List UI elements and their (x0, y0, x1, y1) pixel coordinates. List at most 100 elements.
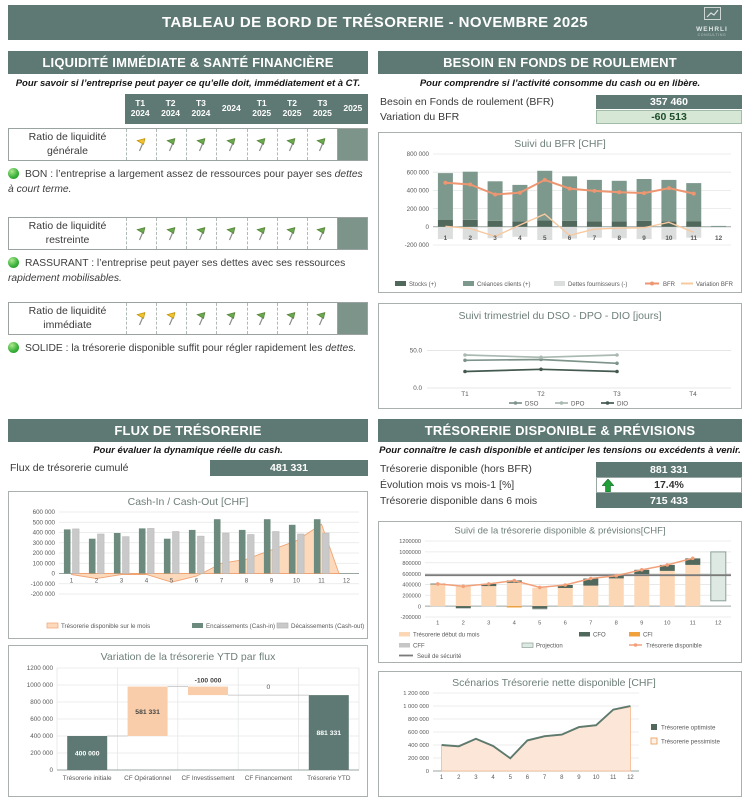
svg-text:Dettes fournisseurs (-): Dettes fournisseurs (-) (568, 282, 627, 288)
svg-text:400 000: 400 000 (33, 530, 56, 537)
svg-text:Trésorerie YTD: Trésorerie YTD (307, 775, 351, 782)
green-flag-icon (256, 138, 266, 152)
column-header: T3 2024 (191, 98, 211, 118)
evolution-value: 17.4% (654, 479, 684, 491)
status-text-solide: SOLIDE : la trésorerie disponible suffit… (8, 341, 370, 356)
section-title: FLUX DE TRÉSORERIE (114, 423, 262, 438)
svg-text:600 000: 600 000 (30, 716, 53, 723)
bfr-kpi-label: Besoin en Fonds de roulement (BFR) (380, 96, 554, 108)
svg-text:600 000: 600 000 (407, 169, 430, 176)
ratio-label: Ratio de liquidité immédiate (28, 305, 107, 331)
svg-text:3: 3 (120, 578, 124, 585)
svg-text:800 000: 800 000 (407, 151, 430, 158)
svg-text:9: 9 (642, 235, 646, 242)
section-title: LIQUIDITÉ IMMÉDIATE & SANTÉ FINANCIÈRE (42, 55, 334, 70)
treso-dispo-label: Trésorerie disponible (hors BFR) (380, 463, 532, 475)
svg-text:400 000: 400 000 (75, 751, 100, 758)
up-arrow-icon (602, 479, 614, 492)
column-header: T1 2025 (252, 98, 272, 118)
flag-cell (156, 129, 186, 160)
svg-text:50.0: 50.0 (410, 348, 423, 355)
svg-text:6: 6 (564, 621, 567, 627)
svg-text:11: 11 (610, 775, 617, 781)
cash-chart-svg: Cash-In / Cash-Out [CHF] -200 000 -100 000… (31, 496, 365, 630)
flag-cell (276, 218, 307, 249)
cash-in-out-chart: Cash-In / Cash-Out [CHF] -200 000 -100 000… (8, 491, 368, 639)
treso-disponible-line (435, 556, 695, 590)
svg-text:1 200 000: 1 200 000 (403, 691, 429, 697)
logo-chart-icon (703, 7, 721, 20)
svg-text:6: 6 (195, 578, 199, 585)
svg-text:400 000: 400 000 (408, 743, 429, 749)
svg-text:12: 12 (627, 775, 634, 781)
dio-line (463, 367, 619, 374)
dso-chart-svg: Suivi trimestriel du DSO - DPO - DIO [jo… (410, 310, 731, 408)
svg-text:Variation BFR: Variation BFR (696, 282, 734, 288)
suivi-bfr-chart: Suivi du BFR [CHF] -200 000 0 200 000 400 00… (378, 132, 742, 293)
column-header: T2 2024 (161, 98, 181, 118)
encaissements-bars (63, 519, 321, 574)
bfr-stacked-bars (437, 170, 727, 240)
svg-text:-200000: -200000 (400, 615, 421, 621)
variation-bfr-line (445, 213, 695, 238)
svg-text:2: 2 (462, 621, 465, 627)
svg-text:6: 6 (568, 235, 572, 242)
svg-text:1 000 000: 1 000 000 (403, 704, 429, 710)
svg-text:400000: 400000 (402, 583, 421, 589)
svg-text:9: 9 (577, 775, 581, 781)
flux-cumule-label: Flux de trésorerie cumulé (10, 462, 129, 474)
svg-text:DSO: DSO (525, 401, 539, 408)
svg-text:T4: T4 (689, 391, 697, 398)
svg-text:800 000: 800 000 (408, 717, 429, 723)
svg-text:10: 10 (593, 775, 600, 781)
svg-text:200000: 200000 (402, 593, 421, 599)
flag-cell (246, 218, 277, 249)
bfr-chart-svg: Suivi du BFR [CHF] -200 000 0 200 000 400 00… (395, 138, 734, 288)
decaissements-bars (72, 528, 330, 574)
svg-text:DPO: DPO (571, 401, 585, 408)
svg-text:3: 3 (487, 621, 490, 627)
projection-bar (710, 551, 727, 602)
svg-text:100 000: 100 000 (33, 560, 56, 567)
svg-text:T3: T3 (613, 391, 621, 398)
svg-text:Créances clients (+): Créances clients (+) (477, 282, 531, 288)
tresorerie-subtitle: Pour connaître le cash disponible et ant… (379, 445, 741, 456)
svg-text:800 000: 800 000 (30, 699, 53, 706)
svg-text:Projection: Projection (536, 644, 563, 650)
svg-text:0: 0 (267, 684, 271, 691)
ratio-label: Ratio de liquidité restreinte (28, 220, 107, 246)
flag-cell (306, 129, 337, 160)
svg-text:Trésorerie pessimiste: Trésorerie pessimiste (661, 739, 720, 746)
green-flag-icon (286, 138, 296, 152)
svg-text:600 000: 600 000 (33, 509, 56, 516)
status-text-bon: BON : l’entreprise a largement assez de … (8, 168, 363, 196)
svg-text:1: 1 (444, 235, 448, 242)
svg-text:0: 0 (426, 769, 429, 775)
flag-cell (306, 303, 337, 334)
svg-text:2: 2 (457, 775, 461, 781)
svg-text:BFR: BFR (663, 282, 676, 288)
svg-text:7: 7 (220, 578, 224, 585)
svg-text:10: 10 (664, 621, 670, 627)
bfr-value: 357 460 (596, 95, 742, 109)
svg-text:1: 1 (440, 775, 444, 781)
green-flag-icon (316, 227, 326, 241)
svg-text:5: 5 (170, 578, 174, 585)
logo-text: WEHRLI (696, 26, 728, 33)
svg-text:11: 11 (690, 235, 697, 242)
svg-text:Suivi du BFR [CHF]: Suivi du BFR [CHF] (514, 138, 606, 150)
svg-text:3: 3 (493, 235, 497, 242)
svg-text:9: 9 (640, 621, 643, 627)
svg-text:8: 8 (617, 235, 621, 242)
svg-text:-100 000: -100 000 (195, 678, 222, 685)
svg-text:0: 0 (52, 571, 56, 578)
svg-text:1: 1 (70, 578, 74, 585)
bfr-variation-value: -60 513 (596, 110, 742, 124)
column-header: T3 2025 (312, 98, 332, 118)
svg-text:10: 10 (665, 235, 673, 242)
green-flag-icon (196, 312, 206, 326)
flag-cell (216, 303, 246, 334)
svg-text:5: 5 (543, 235, 547, 242)
svg-text:-200 000: -200 000 (31, 591, 56, 598)
liquidity-row-restreinte: Ratio de liquidité restreinte (8, 217, 368, 250)
